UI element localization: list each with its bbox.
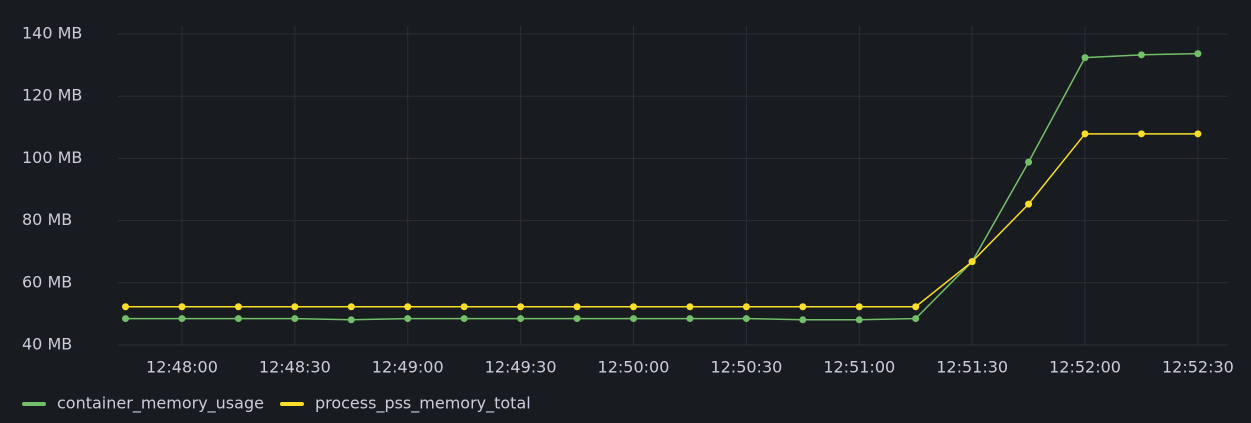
y-tick-label: 80 MB	[22, 210, 72, 229]
data-point	[404, 303, 412, 311]
data-point	[686, 315, 694, 323]
y-tick-label: 40 MB	[22, 335, 72, 354]
data-point	[573, 315, 581, 323]
x-tick-label: 12:50:00	[598, 358, 670, 377]
data-point	[799, 316, 807, 324]
data-point	[347, 303, 355, 311]
data-point	[291, 315, 299, 323]
data-point	[1194, 50, 1202, 58]
data-point	[855, 303, 863, 311]
data-point	[178, 315, 186, 323]
x-tick-label: 12:51:00	[823, 358, 895, 377]
x-tick-label: 12:50:30	[710, 358, 782, 377]
data-point	[1137, 130, 1145, 138]
data-point	[629, 315, 637, 323]
data-point	[968, 258, 976, 266]
x-tick-label: 12:48:30	[259, 358, 331, 377]
legend-label: process_pss_memory_total	[315, 394, 531, 414]
series-line	[125, 133, 1198, 308]
y-tick-label: 140 MB	[22, 24, 82, 43]
data-point	[742, 315, 750, 323]
data-point	[122, 315, 130, 323]
data-point	[855, 316, 863, 324]
data-point	[234, 303, 242, 311]
x-tick-label: 12:49:30	[485, 358, 557, 377]
data-point	[686, 303, 694, 311]
data-point	[291, 303, 299, 311]
data-point	[742, 303, 750, 311]
data-point	[1081, 54, 1089, 62]
legend-label: container_memory_usage	[57, 394, 264, 414]
x-tick-label: 12:48:00	[146, 358, 218, 377]
series-line	[125, 52, 1198, 321]
data-point	[1081, 130, 1089, 138]
data-point	[912, 303, 920, 311]
data-point	[404, 315, 412, 323]
x-tick-label: 12:51:30	[936, 358, 1008, 377]
data-point	[517, 315, 525, 323]
x-tick-label: 12:49:00	[372, 358, 444, 377]
data-point	[573, 303, 581, 311]
data-point	[1194, 130, 1202, 138]
data-point	[234, 315, 242, 323]
x-tick-label: 12:52:00	[1049, 358, 1121, 377]
data-point	[178, 303, 186, 311]
data-point	[347, 316, 355, 324]
data-point	[460, 315, 468, 323]
data-point	[1137, 51, 1145, 59]
y-tick-label: 100 MB	[22, 148, 82, 167]
data-point	[517, 303, 525, 311]
y-tick-label: 120 MB	[22, 86, 82, 105]
data-point	[122, 303, 130, 311]
data-point	[912, 315, 920, 323]
x-tick-label: 12:52:30	[1162, 358, 1234, 377]
data-point	[629, 303, 637, 311]
data-point	[799, 303, 807, 311]
data-point	[460, 303, 468, 311]
y-tick-label: 60 MB	[22, 272, 72, 291]
data-point	[1025, 158, 1033, 166]
data-point	[1025, 200, 1033, 208]
